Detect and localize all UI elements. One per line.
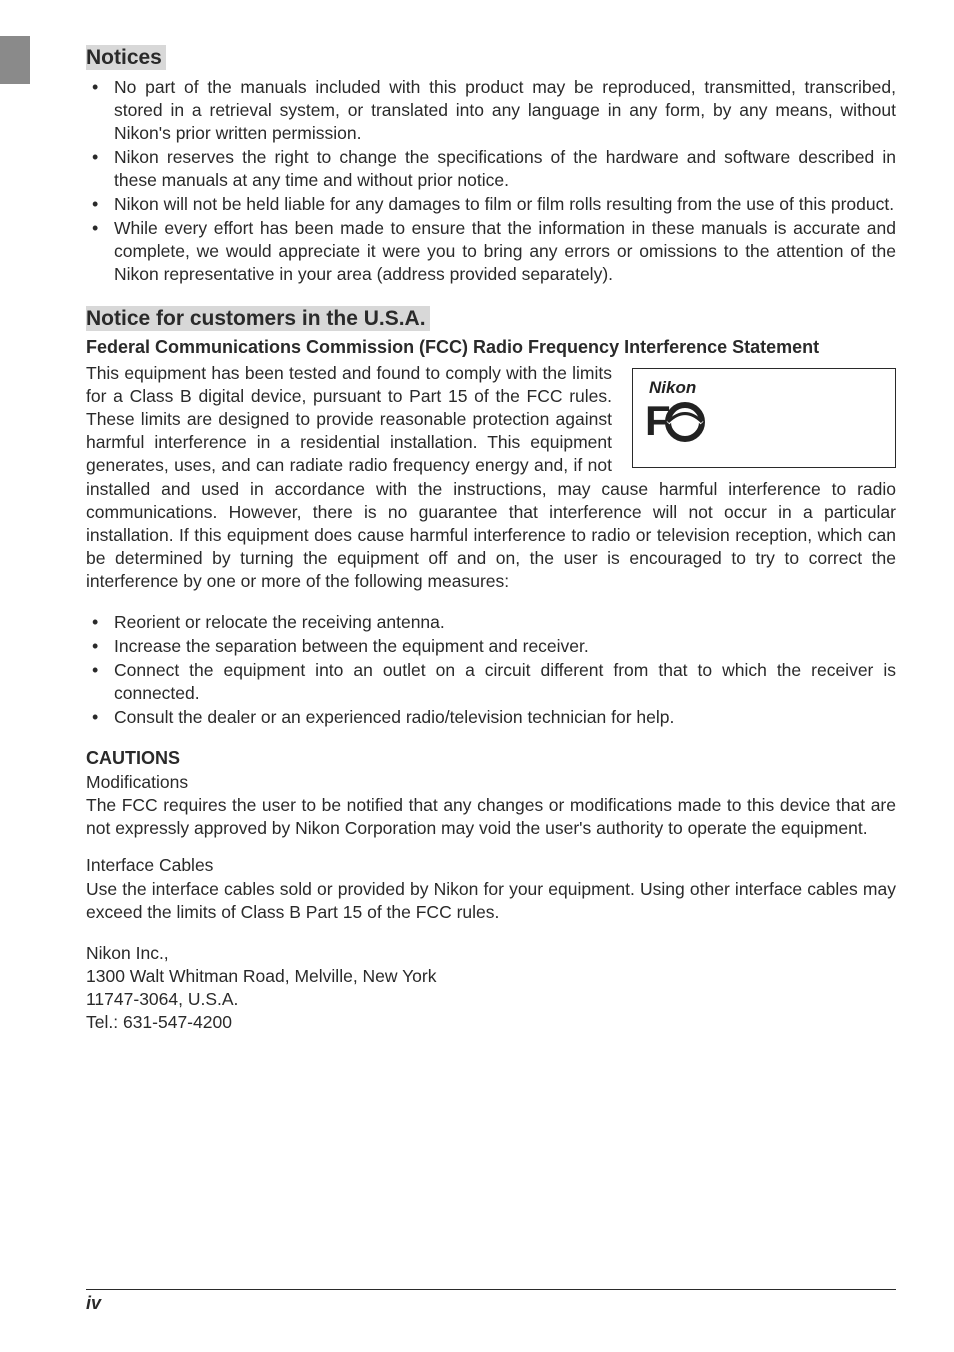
cautions-heading: CAUTIONS [86,747,896,771]
section-tab [0,36,30,84]
notices-heading-text: Notices [86,45,166,70]
modifications-text: The FCC requires the user to be notified… [86,794,896,840]
interface-cables-label: Interface Cables [86,854,896,877]
nikon-logo-text: Nikon [649,377,879,399]
fcc-statement-block: Nikon F This equipment has been tested a… [86,362,896,595]
address-line: Tel.: 631-547-4200 [86,1011,896,1034]
fcc-logo-box: Nikon F [632,368,896,468]
page-number: iv [86,1293,101,1313]
list-item: While every effort has been made to ensu… [86,217,896,286]
list-item: Nikon reserves the right to change the s… [86,146,896,192]
usa-notice-heading-text: Notice for customers in the U.S.A. [86,306,430,331]
interface-cables-text: Use the interface cables sold or provide… [86,878,896,924]
fcc-statement-heading: Federal Communications Commission (FCC) … [86,336,896,360]
fcc-mark-icon: F [645,397,879,453]
list-item: Connect the equipment into an outlet on … [86,659,896,705]
list-item: No part of the manuals included with thi… [86,76,896,145]
list-item: Reorient or relocate the receiving anten… [86,611,896,634]
address-line: 1300 Walt Whitman Road, Melville, New Yo… [86,965,896,988]
list-item: Nikon will not be held liable for any da… [86,193,896,216]
modifications-label: Modifications [86,771,896,794]
page-footer: iv [86,1289,896,1316]
notices-bullets: No part of the manuals included with thi… [86,76,896,287]
list-item: Increase the separation between the equi… [86,635,896,658]
address-line: Nikon Inc., [86,942,896,965]
page-content: Notices No part of the manuals included … [86,44,896,1034]
address-line: 11747-3064, U.S.A. [86,988,896,1011]
usa-notice-heading: Notice for customers in the U.S.A. [86,305,438,333]
list-item: Consult the dealer or an experienced rad… [86,706,896,729]
address-block: Nikon Inc., 1300 Walt Whitman Road, Melv… [86,942,896,1034]
notices-heading: Notices [86,44,174,72]
fcc-measures-bullets: Reorient or relocate the receiving anten… [86,611,896,729]
